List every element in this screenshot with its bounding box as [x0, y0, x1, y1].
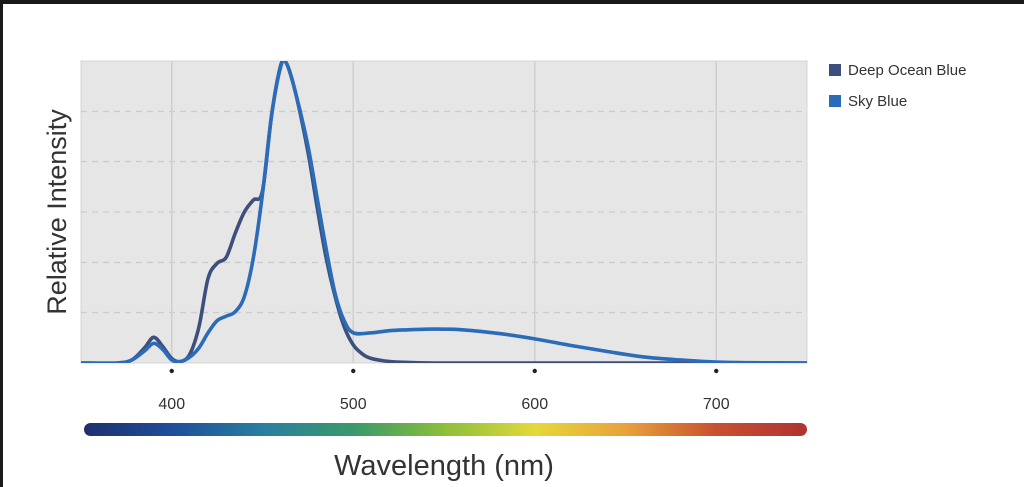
legend-label: Sky Blue: [848, 92, 908, 110]
x-tick-label: 400: [158, 396, 185, 413]
legend-item-sky-blue: Sky Blue: [829, 91, 966, 111]
legend-swatch: [829, 95, 841, 107]
legend-label: Deep Ocean Blue: [848, 61, 967, 79]
x-axis-ticks: 400 500 600 700: [158, 368, 730, 413]
x-tick-mark: [351, 368, 356, 374]
series-lines: [81, 61, 807, 363]
window-left-border: [0, 0, 3, 487]
x-tick-label: 700: [703, 396, 730, 413]
legend: Deep Ocean Blue Sky Blue: [829, 60, 966, 122]
x-tick-mark: [532, 368, 537, 374]
series-line-sky-blue: [81, 61, 807, 363]
x-tick-mark: [169, 368, 174, 374]
legend-swatch: [829, 64, 841, 76]
wavelength-spectrum-bar: [84, 423, 807, 436]
y-axis-label: Relative Intensity: [42, 109, 72, 315]
x-axis-label: Wavelength (nm): [334, 450, 554, 482]
x-tick-mark: [714, 368, 719, 374]
x-tick-label: 500: [340, 396, 367, 413]
x-tick-label: 600: [521, 396, 548, 413]
window-top-border: [0, 0, 1024, 4]
legend-item-deep-ocean-blue: Deep Ocean Blue: [829, 60, 966, 80]
